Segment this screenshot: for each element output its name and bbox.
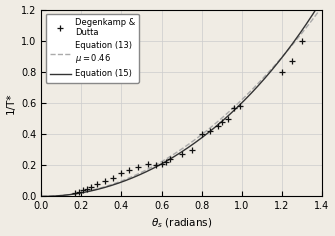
Point — [163, 160, 168, 164]
Equation (15) — [212, 126, 216, 129]
Point — [95, 182, 100, 186]
Equation (13)
$\mu = 0.46$ — [277, 59, 281, 61]
Point — [73, 191, 78, 195]
Point — [225, 117, 230, 120]
Point — [167, 157, 172, 161]
Equation (13)
$\mu = 0.46$ — [323, 2, 327, 4]
Equation (13)
$\mu = 0.46$ — [40, 195, 44, 198]
Point — [89, 185, 94, 189]
Point — [77, 190, 82, 194]
Point — [85, 187, 90, 190]
Point — [153, 163, 158, 167]
Point — [189, 148, 194, 152]
Point — [145, 162, 150, 166]
Point — [159, 162, 164, 166]
Equation (15) — [179, 151, 183, 154]
Point — [207, 129, 212, 133]
Equation (15) — [277, 59, 281, 62]
Equation (13)
$\mu = 0.46$ — [212, 123, 216, 126]
Point — [279, 70, 284, 74]
Point — [219, 120, 224, 124]
Point — [179, 152, 184, 156]
Line: Equation (13)
$\mu = 0.46$: Equation (13) $\mu = 0.46$ — [42, 0, 332, 196]
Equation (15) — [178, 152, 182, 155]
Point — [119, 171, 124, 175]
Point — [81, 188, 86, 192]
Equation (13)
$\mu = 0.46$ — [179, 148, 183, 151]
Point — [231, 106, 237, 110]
Y-axis label: 1/T*: 1/T* — [6, 92, 15, 114]
Point — [111, 176, 116, 180]
Equation (13)
$\mu = 0.46$ — [178, 149, 182, 152]
Point — [127, 168, 132, 172]
Line: Equation (15): Equation (15) — [42, 0, 332, 196]
Legend: Degenkamp &
Dutta, Equation (13)
$\mu = 0.46$, Equation (15): Degenkamp & Dutta, Equation (13) $\mu = … — [46, 14, 139, 83]
Point — [199, 132, 204, 136]
Equation (13)
$\mu = 0.46$ — [197, 135, 201, 138]
Point — [103, 179, 108, 183]
X-axis label: $\theta_s$ (radians): $\theta_s$ (radians) — [151, 217, 212, 230]
Equation (15) — [40, 195, 44, 198]
Point — [135, 165, 140, 169]
Point — [215, 124, 220, 128]
Point — [299, 39, 305, 42]
Point — [289, 59, 294, 63]
Point — [237, 104, 242, 108]
Equation (15) — [197, 139, 201, 142]
